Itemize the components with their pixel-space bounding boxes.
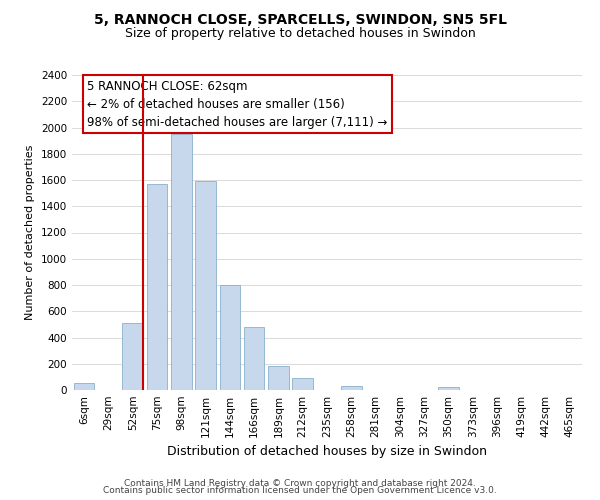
Text: Contains HM Land Registry data © Crown copyright and database right 2024.: Contains HM Land Registry data © Crown c…: [124, 478, 476, 488]
Bar: [341, 386, 362, 390]
Text: Size of property relative to detached houses in Swindon: Size of property relative to detached ho…: [125, 28, 475, 40]
Bar: [292, 378, 313, 390]
Text: Contains public sector information licensed under the Open Government Licence v3: Contains public sector information licen…: [103, 486, 497, 495]
Bar: [171, 134, 191, 390]
Bar: [146, 184, 167, 390]
Text: 5, RANNOCH CLOSE, SPARCELLS, SWINDON, SN5 5FL: 5, RANNOCH CLOSE, SPARCELLS, SWINDON, SN…: [94, 12, 506, 26]
Y-axis label: Number of detached properties: Number of detached properties: [25, 145, 35, 320]
Bar: [74, 384, 94, 390]
Bar: [268, 366, 289, 390]
X-axis label: Distribution of detached houses by size in Swindon: Distribution of detached houses by size …: [167, 446, 487, 458]
Text: 5 RANNOCH CLOSE: 62sqm
← 2% of detached houses are smaller (156)
98% of semi-det: 5 RANNOCH CLOSE: 62sqm ← 2% of detached …: [88, 80, 388, 128]
Bar: [195, 182, 216, 390]
Bar: [122, 323, 143, 390]
Bar: [220, 285, 240, 390]
Bar: [244, 327, 265, 390]
Bar: [438, 388, 459, 390]
